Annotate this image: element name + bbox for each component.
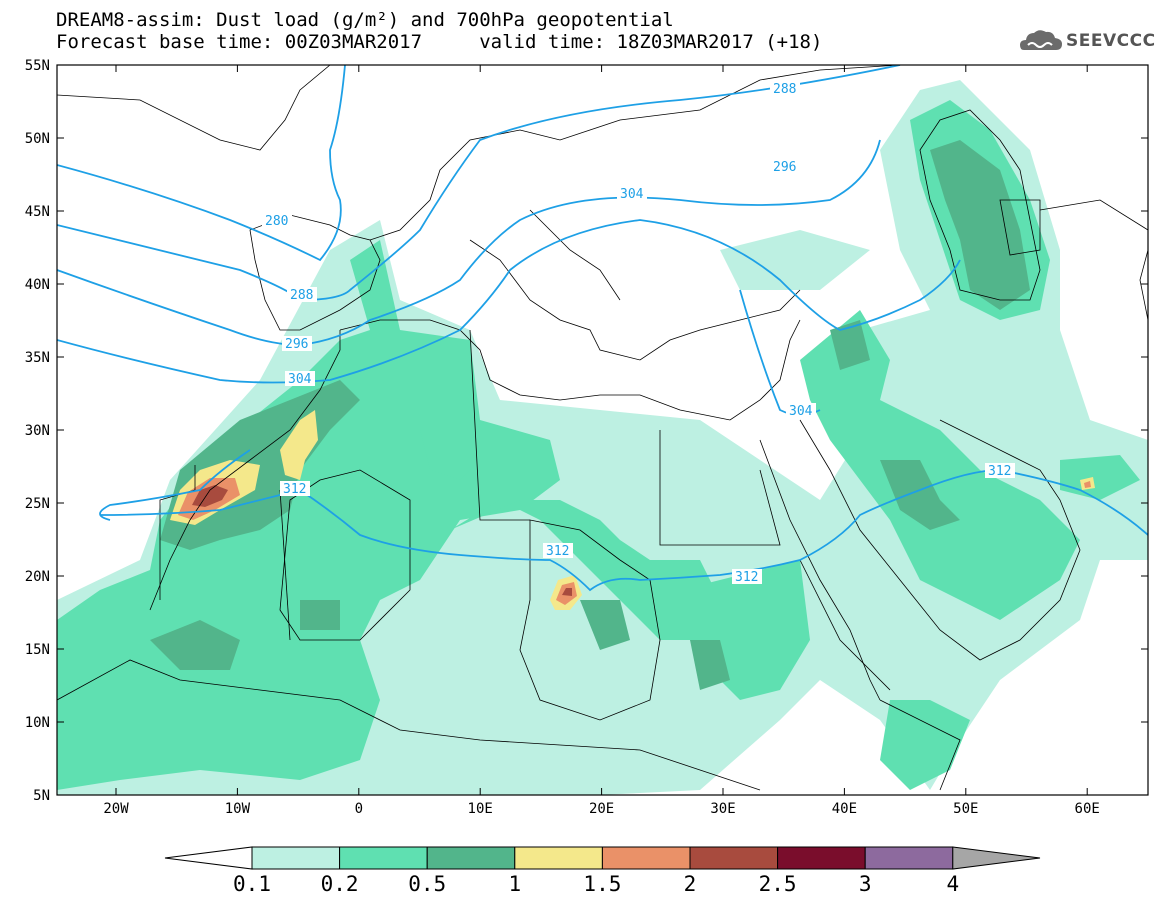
colorbar-swatch: [251, 846, 341, 870]
lat-tick-label: 20N: [25, 569, 50, 585]
colorbar-label: 1.5: [583, 872, 622, 896]
colorbar-label: 2.5: [758, 872, 797, 896]
lon-tick-label: 10E: [468, 801, 493, 817]
contour-label: 296: [285, 337, 308, 352]
colorbar-label: 3: [858, 872, 872, 896]
colorbar-label: 0.1: [233, 872, 271, 896]
lat-tick-label: 10N: [25, 715, 50, 731]
lon-tick-label: 40E: [832, 801, 857, 817]
axis-ticks: 55N 50N 45N 40N 35N 30N 25N 20N 15N 10N 5N 20W 10W 0 1…: [25, 58, 1148, 817]
lon-tick-label: 20E: [589, 801, 614, 817]
contour-label: 312: [988, 464, 1011, 479]
colorbar-over-arrow: [952, 846, 1041, 870]
dust-shading: [57, 65, 1148, 795]
contour-label: 288: [773, 82, 796, 97]
contour-label: 296: [773, 160, 796, 175]
cloud-icon: [1020, 30, 1062, 50]
lat-tick-label: 25N: [25, 496, 50, 512]
colorbar-swatch: [514, 846, 603, 870]
colorbar-label: 4: [946, 872, 960, 896]
lon-tick-label: 0: [355, 801, 363, 817]
contour-label: 304: [288, 372, 312, 387]
colorbar-label: 0.5: [408, 872, 447, 896]
contour-label: 304: [789, 404, 813, 419]
lon-tick-label: 10W: [225, 801, 251, 817]
lat-tick-label: 45N: [25, 204, 50, 220]
logo-text: SEEVCCC: [1066, 31, 1156, 51]
colorbar-label: 0.2: [320, 872, 359, 896]
colorbar-label: 1: [508, 872, 522, 896]
lat-tick-label: 5N: [33, 788, 50, 804]
lat-tick-label: 15N: [25, 642, 50, 658]
colorbar-swatch: [339, 846, 428, 870]
lon-tick-label: 60E: [1075, 801, 1100, 817]
contour-label: 304: [620, 187, 644, 202]
contour-label: 312: [546, 544, 569, 559]
contour-label: 280: [265, 214, 288, 229]
colorbar-swatch: [426, 846, 516, 870]
contour-label: 288: [290, 288, 313, 303]
lon-tick-label: 50E: [953, 801, 978, 817]
colorbar-swatch: [777, 846, 866, 870]
colorbar-label: 2: [683, 872, 697, 896]
lon-tick-label: 30E: [710, 801, 735, 817]
lat-tick-label: 35N: [25, 350, 50, 366]
colorbar-swatch: [864, 846, 954, 870]
contour-labels: 280 288 296 304 312 288 296 304 304 312 …: [265, 82, 1012, 585]
lat-tick-label: 40N: [25, 277, 50, 293]
colorbar-swatch: [689, 846, 779, 870]
contour-label: 312: [283, 482, 306, 497]
lat-tick-label: 55N: [25, 58, 50, 74]
map-title: DREAM8-assim: Dust load (g/m²) and 700hP…: [56, 9, 674, 31]
colorbar-under-arrow: [164, 846, 253, 870]
lon-tick-label: 20W: [103, 801, 129, 817]
lat-tick-label: 50N: [25, 131, 50, 147]
lat-tick-label: 30N: [25, 423, 50, 439]
contour-label: 312: [735, 570, 758, 585]
colorbar: [164, 846, 1041, 870]
map-subtitle: Forecast base time: 00Z03MAR2017 valid t…: [56, 31, 823, 53]
colorbar-swatch: [601, 846, 691, 870]
